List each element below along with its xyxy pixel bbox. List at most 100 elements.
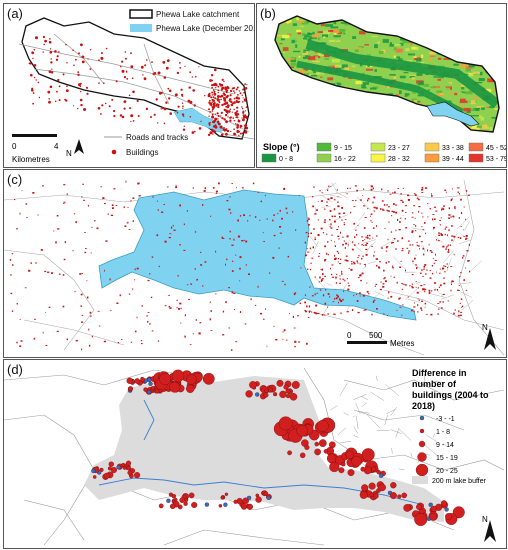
panel-d-map: Difference in number of buildings (2004 …	[3, 359, 507, 549]
building-dot	[244, 83, 247, 85]
slope-swatch	[424, 153, 440, 163]
change-class-label: 1 - 8	[436, 429, 450, 436]
change-point	[338, 467, 345, 474]
building-dot	[33, 76, 36, 79]
building-dot	[217, 89, 220, 92]
building-dot	[97, 106, 101, 110]
building-dot	[130, 52, 132, 55]
building-dot	[101, 104, 104, 107]
change-point	[329, 461, 340, 473]
panel-c-svg: 0 500 Metres N	[4, 179, 505, 356]
building-dot	[77, 71, 80, 73]
change-point	[416, 504, 422, 510]
building-dot	[221, 78, 224, 81]
slope-legend-title: Slope (°)	[263, 142, 300, 152]
building-dot	[58, 85, 61, 88]
scale-zero: 0	[12, 142, 17, 151]
change-point	[127, 470, 133, 476]
change-point	[445, 513, 452, 521]
building-dot	[35, 79, 37, 81]
building-dot	[225, 132, 228, 136]
building-dot	[236, 110, 239, 113]
building-dot	[43, 43, 45, 46]
building-dot	[236, 113, 240, 116]
change-point	[204, 502, 210, 507]
change-point	[140, 377, 145, 382]
building-dot	[216, 112, 219, 115]
building-dot	[222, 128, 224, 130]
building-dot	[219, 125, 223, 129]
building-dot	[158, 91, 162, 95]
change-point	[304, 444, 310, 450]
change-class-symbol	[415, 463, 429, 477]
building-dot	[218, 83, 221, 85]
building-dot	[217, 85, 220, 88]
legend-buildings: Buildings	[126, 148, 158, 157]
building-dot	[235, 116, 237, 118]
building-dot	[211, 86, 213, 89]
building-dot	[208, 115, 210, 117]
building-dot	[212, 133, 214, 135]
change-point	[296, 424, 309, 437]
building-dot	[207, 94, 211, 98]
building-dot	[179, 62, 181, 64]
building-dot	[44, 39, 47, 43]
building-dot	[195, 75, 197, 78]
change-point	[233, 499, 238, 504]
building-dot	[213, 104, 216, 107]
change-point	[289, 393, 298, 401]
building-dot	[80, 90, 82, 93]
building-dot	[244, 124, 248, 127]
change-point	[171, 369, 185, 383]
change-point	[263, 491, 269, 496]
building-dot	[225, 89, 229, 92]
building-dot	[100, 113, 102, 115]
building-dot	[236, 86, 239, 89]
change-point	[287, 450, 292, 456]
building-dot	[80, 43, 83, 47]
building-dot	[239, 92, 242, 95]
change-point	[401, 492, 407, 499]
change-point	[186, 374, 197, 385]
building-dot	[211, 109, 214, 111]
building-dot	[236, 106, 239, 109]
legend-roads: Roads and tracks	[126, 133, 188, 142]
building-dot	[183, 125, 185, 128]
building-dot	[87, 58, 89, 60]
building-dot	[80, 82, 82, 85]
building-dot	[200, 120, 202, 123]
building-dot	[98, 59, 100, 62]
change-point	[150, 386, 156, 391]
slope-class-label: 16 - 22	[334, 156, 356, 163]
building-dot	[123, 107, 126, 110]
panel-b-map: Slope (°) 0 - 8 9 - 15 16 - 22 23 - 27 28 - …	[256, 3, 507, 168]
slope-class-label: 33 - 38	[442, 145, 464, 152]
building-dot	[54, 100, 57, 103]
building-dot	[241, 132, 244, 135]
building-dot	[126, 78, 129, 80]
change-point	[440, 500, 448, 507]
building-dot	[49, 48, 52, 50]
building-dot	[130, 120, 132, 123]
building-dot	[231, 87, 234, 90]
building-dot	[192, 89, 195, 92]
building-dot	[73, 105, 75, 107]
building-dot	[230, 116, 232, 119]
building-dot	[233, 101, 236, 104]
building-dot	[182, 107, 184, 109]
building-dot	[211, 110, 214, 112]
change-point	[276, 379, 284, 387]
building-dot	[224, 101, 226, 103]
building-dot	[211, 106, 214, 109]
building-dot	[56, 90, 58, 93]
building-dot	[223, 127, 225, 129]
building-dot	[85, 86, 89, 89]
building-dot	[243, 88, 245, 90]
change-point	[91, 468, 96, 474]
building-dot	[193, 104, 196, 107]
building-dot	[120, 65, 122, 68]
building-dot	[131, 77, 134, 80]
building-dot	[108, 105, 111, 108]
change-point	[177, 504, 183, 510]
building-dot	[145, 107, 149, 111]
